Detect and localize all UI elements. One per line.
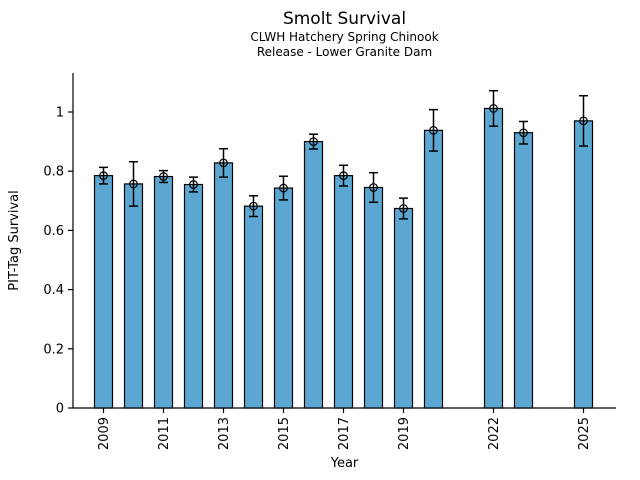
mean-marker-2011 [159,172,168,181]
x-tick-label: 2019 [397,417,412,450]
chart-subtitle-line1: CLWH Hatchery Spring Chinook [250,30,439,44]
y-tick-label: 0.6 [43,224,64,239]
mean-marker-2012 [189,180,198,189]
title-block: Smolt Survival CLWH Hatchery Spring Chin… [73,8,616,60]
bar-2022 [483,107,504,409]
bar-2015 [273,187,294,409]
chart-title: Smolt Survival [282,9,407,29]
mean-marker-2018 [369,183,378,192]
bar-2019 [393,207,414,409]
y-tick-label: 0.4 [43,283,64,298]
x-axis-label: Year [330,456,359,471]
mean-marker-2017 [339,171,348,181]
mean-marker-2014 [249,201,258,211]
bar-2009 [93,175,114,409]
y-tick-label: 0 [56,402,64,417]
x-tick-label: 2013 [217,417,232,450]
mean-marker-2019 [399,204,408,213]
mean-marker-2020 [429,125,438,135]
x-tick-label: 2025 [577,417,592,450]
mean-marker-2022 [489,104,498,113]
bar-2023 [513,132,534,409]
bar-2017 [333,175,354,409]
x-tick-label: 2009 [97,417,112,450]
bar-2014 [243,205,264,409]
bar-2020 [423,129,444,409]
y-tick-label: 1 [56,106,64,121]
mean-marker-2009 [99,171,108,181]
bar-2011 [153,175,174,409]
x-tick-label: 2017 [337,417,352,450]
bar-2010 [123,183,144,409]
x-tick-label: 2022 [487,417,502,450]
chart-subtitle-line2: Release - Lower Granite Dam [256,45,433,59]
y-axis-label: PIT-Tag Survival [7,190,22,290]
x-tick-label: 2015 [277,417,292,450]
bar-2013 [213,162,234,409]
mean-marker-2025 [579,116,588,126]
bar-2016 [303,141,324,409]
mean-marker-2010 [129,179,138,189]
bar-2012 [183,183,204,409]
y-tick-label: 0.2 [43,342,64,357]
mean-marker-2013 [219,158,228,168]
y-tick-label: 0.8 [43,165,64,180]
mean-marker-2023 [519,128,528,138]
mean-marker-2015 [279,183,288,193]
mean-marker-2016 [309,137,318,147]
bar-2018 [363,186,384,409]
bar-2025 [573,120,594,409]
x-tick-label: 2011 [157,417,172,450]
